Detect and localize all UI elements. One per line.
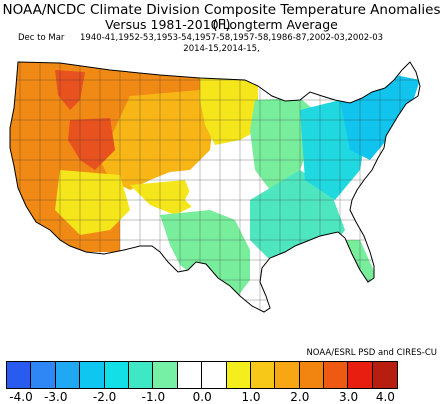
legend-swatch — [250, 362, 276, 388]
legend-tick-label: 1.0 — [241, 390, 261, 404]
legend-swatch — [128, 362, 154, 388]
legend-swatch — [153, 362, 178, 388]
legend-swatch — [31, 362, 56, 388]
legend-swatch — [104, 362, 129, 388]
legend-swatch — [55, 362, 81, 388]
legend-tick-label: 0.0 — [192, 390, 212, 404]
period-years-line1: 1940-41,1952-53,1953-54,1957-58,1957-58,… — [80, 33, 384, 43]
legend-swatch — [324, 362, 349, 388]
legend-tick-label: -4.0 — [9, 390, 33, 404]
period-label: Dec to Mar — [18, 33, 65, 43]
legend-swatch — [177, 362, 203, 388]
legend-tick-label: 3.0 — [339, 390, 359, 404]
legend-tick-label: -1.0 — [141, 390, 166, 404]
legend-swatch — [299, 362, 325, 388]
legend-swatch — [7, 362, 32, 388]
legend-tick-label: -3.0 — [44, 390, 68, 404]
legend-tick-label: -2.0 — [92, 390, 117, 404]
legend-tick-label: 2.0 — [290, 390, 310, 404]
legend-swatch — [202, 362, 227, 388]
legend-swatch — [275, 362, 300, 388]
legend-colorbar — [6, 361, 399, 389]
legend-swatch — [226, 362, 251, 388]
period-years-line2: 2014-15,2014-15, — [183, 44, 260, 54]
legend-tick-label: 4.0 — [375, 390, 395, 404]
us-anomaly-map — [9, 61, 421, 313]
legend-swatch — [80, 362, 105, 388]
data-credit: NOAA/ESRL PSD and CIRES-CU — [306, 348, 437, 358]
legend-swatch — [372, 362, 398, 388]
legend-swatch — [348, 362, 373, 388]
map-subtitle: Versus 1981-2010 Longterm Average — [105, 17, 338, 32]
map-title: NOAA/NCDC Climate Division Composite Tem… — [2, 2, 441, 33]
